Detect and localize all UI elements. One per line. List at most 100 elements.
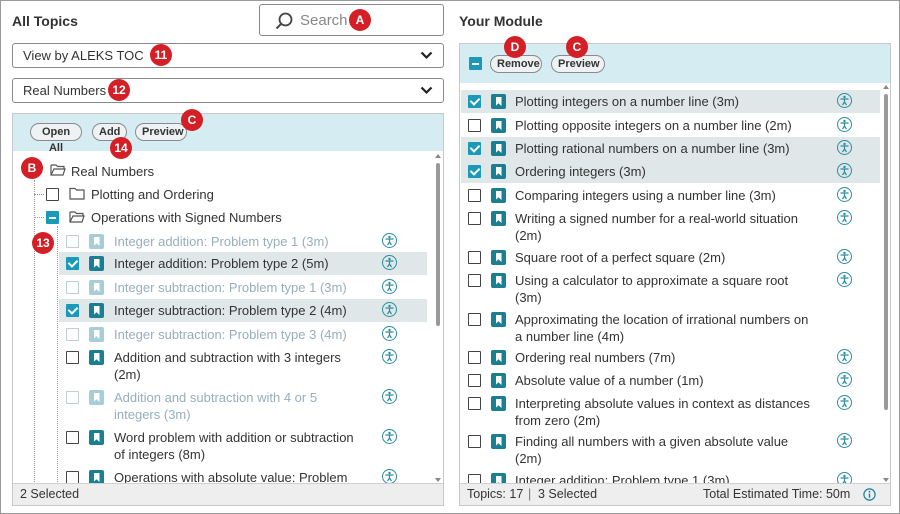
topic-row[interactable]: Integer addition: Problem type 1 (3m) — [59, 230, 427, 252]
module-topic-row[interactable]: Ordering real numbers (7m) — [461, 346, 880, 368]
topic-label: Word problem with addition or subtractio… — [114, 430, 354, 445]
topic-row[interactable]: Word problem with addition or subtractio… — [59, 426, 427, 464]
topic-checkbox[interactable] — [468, 95, 481, 108]
module-topic-row[interactable]: Ordering integers (3m) — [461, 160, 880, 183]
add-button[interactable]: Add — [92, 123, 127, 141]
subject-dropdown[interactable]: Real Numbers — [12, 78, 444, 103]
topic-checkbox[interactable] — [468, 274, 481, 287]
module-topic-row[interactable]: Plotting rational numbers on a number li… — [461, 137, 880, 160]
module-topic-row[interactable]: Plotting opposite integers on a number l… — [461, 114, 880, 136]
accessibility-icon[interactable] — [837, 249, 852, 264]
bookmark-icon — [89, 303, 104, 318]
accessibility-icon[interactable] — [382, 326, 397, 341]
preview-button[interactable]: Preview — [135, 123, 187, 141]
topic-checkbox[interactable] — [468, 251, 481, 264]
module-topic-row[interactable]: Absolute value of a number (1m) — [461, 369, 880, 391]
topic-checkbox[interactable] — [66, 281, 79, 294]
info-icon[interactable] — [863, 488, 876, 501]
accessibility-icon[interactable] — [837, 187, 852, 202]
folder-checkbox[interactable] — [46, 188, 59, 201]
accessibility-icon[interactable] — [382, 389, 397, 404]
left-toolbar: Open All Add Preview — [13, 114, 443, 154]
accessibility-icon[interactable] — [382, 429, 397, 444]
bookmark-icon — [89, 280, 104, 295]
right-scrollbar-thumb[interactable] — [884, 94, 888, 410]
accessibility-icon[interactable] — [837, 163, 852, 178]
topic-row[interactable]: Addition and subtraction with 3 integers… — [59, 346, 427, 384]
topic-checkbox[interactable] — [66, 235, 79, 248]
folder-open-icon — [50, 164, 66, 176]
accessibility-icon[interactable] — [837, 93, 852, 108]
accessibility-icon[interactable] — [837, 210, 852, 225]
topic-row[interactable]: Integer subtraction: Problem type 2 (4m) — [59, 299, 427, 322]
topic-label: Finding all numbers with a given absolut… — [515, 434, 789, 449]
right-footer: Topics: 17 | 3 Selected Total Estimated … — [460, 483, 890, 505]
topic-checkbox[interactable] — [468, 374, 481, 387]
topic-checkbox[interactable] — [66, 328, 79, 341]
module-topic-row[interactable]: Comparing integers using a number line (… — [461, 184, 880, 206]
module-topic-row[interactable]: Square root of a perfect square (2m) — [461, 246, 880, 268]
topic-row[interactable]: Operations with absolute value: Problem — [59, 466, 427, 486]
scroll-up-arrow[interactable] — [435, 154, 441, 158]
topic-row[interactable]: Integer subtraction: Problem type 1 (3m) — [59, 276, 427, 298]
accessibility-icon[interactable] — [382, 349, 397, 364]
module-topic-row[interactable]: Interpreting absolute values in context … — [461, 392, 880, 430]
topic-checkbox[interactable] — [66, 304, 79, 317]
topic-checkbox[interactable] — [66, 257, 79, 270]
bookmark-icon — [491, 273, 506, 288]
accessibility-icon[interactable] — [837, 433, 852, 448]
view-dropdown[interactable]: View by ALEKS TOC — [12, 43, 444, 68]
scroll-down-arrow[interactable] — [435, 478, 441, 482]
folder-row[interactable]: Operations with Signed Numbers — [13, 207, 433, 227]
accessibility-icon[interactable] — [837, 372, 852, 387]
accessibility-icon[interactable] — [382, 469, 397, 484]
remove-button[interactable]: Remove — [490, 55, 542, 73]
accessibility-icon[interactable] — [382, 302, 397, 317]
scroll-up-arrow[interactable] — [883, 85, 889, 89]
topic-row[interactable]: Addition and subtraction with 4 or 5 int… — [59, 386, 427, 424]
accessibility-icon[interactable] — [837, 349, 852, 364]
module-topic-row[interactable]: Plotting integers on a number line (3m) — [461, 90, 880, 113]
folder-row[interactable]: Plotting and Ordering — [13, 184, 433, 204]
tree-root[interactable]: Real Numbers — [13, 161, 433, 181]
topic-checkbox[interactable] — [468, 313, 481, 326]
accessibility-icon[interactable] — [837, 395, 852, 410]
left-scrollbar-thumb[interactable] — [436, 163, 440, 326]
module-topic-row[interactable]: Using a calculator to approximate a squa… — [461, 269, 880, 307]
topic-checkbox[interactable] — [66, 431, 79, 444]
topic-label: Plotting integers on a number line (3m) — [515, 94, 740, 109]
callout-d: D — [504, 36, 526, 58]
topic-checkbox[interactable] — [468, 119, 481, 132]
topic-checkbox[interactable] — [468, 351, 481, 364]
module-topic-row[interactable]: Writing a signed number for a real-world… — [461, 207, 880, 245]
topic-checkbox[interactable] — [66, 351, 79, 364]
topic-checkbox[interactable] — [468, 165, 481, 178]
accessibility-icon[interactable] — [837, 117, 852, 132]
module-topic-row[interactable]: Approximating the location of irrational… — [461, 308, 880, 346]
module-topic-row[interactable]: Finding all numbers with a given absolut… — [461, 430, 880, 468]
scroll-down-arrow[interactable] — [883, 478, 889, 482]
search-input[interactable]: Search — [259, 4, 444, 36]
footer-separator: | — [528, 487, 532, 501]
topic-checkbox[interactable] — [468, 435, 481, 448]
topic-label: Integer addition: Problem type 1 (3m) — [114, 234, 329, 249]
topic-checkbox[interactable] — [468, 212, 481, 225]
bookmark-icon — [491, 211, 506, 226]
topic-label: Integer addition: Problem type 2 (5m) — [114, 256, 329, 271]
topic-checkbox[interactable] — [468, 142, 481, 155]
select-all-checkbox[interactable] — [469, 57, 482, 70]
accessibility-icon[interactable] — [837, 140, 852, 155]
folder-checkbox[interactable] — [46, 211, 59, 224]
bookmark-icon — [491, 434, 506, 449]
bookmark-icon — [491, 373, 506, 388]
topic-row[interactable]: Integer subtraction: Problem type 3 (4m) — [59, 323, 427, 345]
accessibility-icon[interactable] — [382, 255, 397, 270]
topic-checkbox[interactable] — [468, 397, 481, 410]
accessibility-icon[interactable] — [382, 279, 397, 294]
open-all-button[interactable]: Open All — [30, 123, 82, 154]
topic-checkbox[interactable] — [468, 189, 481, 202]
topic-row[interactable]: Integer addition: Problem type 2 (5m) — [59, 252, 427, 275]
accessibility-icon[interactable] — [382, 233, 397, 248]
accessibility-icon[interactable] — [837, 272, 852, 287]
topic-checkbox[interactable] — [66, 391, 79, 404]
